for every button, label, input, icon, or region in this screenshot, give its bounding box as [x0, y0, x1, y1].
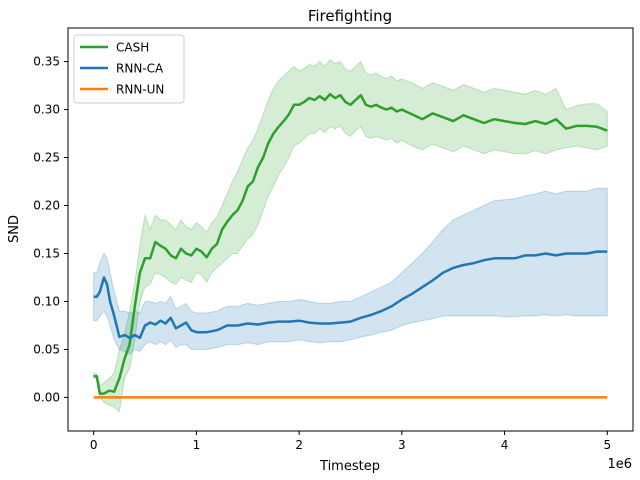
y-tick-label: 0.35 [33, 55, 60, 69]
band-1 [93, 187, 608, 355]
x-tick-label: 5 [603, 438, 611, 452]
series-lines [93, 92, 608, 399]
confidence-bands [93, 59, 608, 413]
y-tick-label: 0.10 [33, 294, 60, 308]
x-tick-label: 4 [501, 438, 509, 452]
y-tick-label: 0.15 [33, 246, 60, 260]
legend-label: RNN-UN [116, 83, 164, 97]
legend-label: CASH [116, 41, 149, 55]
x-axis-ticks: 0 1 2 3 4 5 [90, 431, 611, 452]
y-tick-label: 0.30 [33, 103, 60, 117]
x-offset-label: 1e6 [607, 457, 632, 472]
x-axis-label: Timestep [319, 459, 380, 474]
plot-frame [67, 27, 634, 432]
x-tick-label: 1 [193, 438, 201, 452]
x-tick-label: 2 [295, 438, 303, 452]
y-tick-label: 0.20 [33, 199, 60, 213]
series-line-0 [93, 92, 608, 395]
y-tick-label: 0.05 [33, 342, 60, 356]
legend-box [73, 34, 185, 104]
series-line-1 [93, 250, 608, 340]
chart-title: Firefighting [308, 7, 392, 25]
y-tick-label: 0.25 [33, 151, 60, 165]
x-tick-label: 3 [398, 438, 406, 452]
x-tick-label: 0 [90, 438, 98, 452]
band-0 [93, 59, 608, 413]
legend-label: RNN-CA [116, 62, 164, 76]
y-axis-ticks: 0.00 0.05 0.10 0.15 0.20 0.25 0.30 0.35 [33, 55, 68, 404]
y-tick-label: 0.00 [33, 390, 60, 404]
legend: CASH RNN-CA RNN-UN [73, 34, 185, 104]
y-axis-label: SND [7, 215, 22, 243]
